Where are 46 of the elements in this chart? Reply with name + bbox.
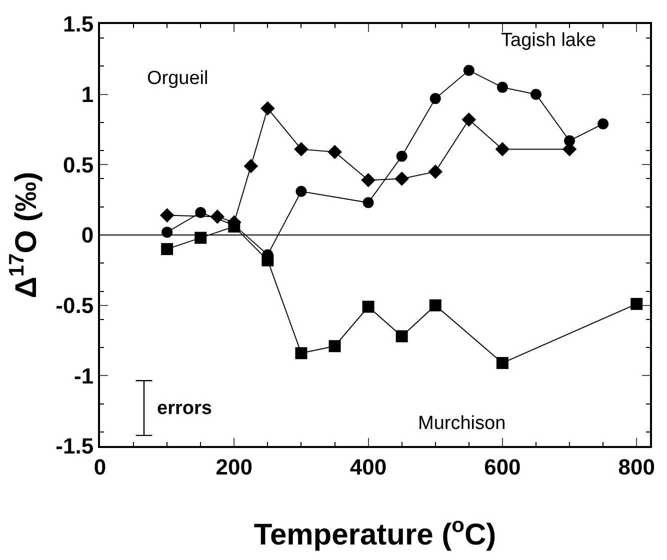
point — [394, 172, 409, 186]
point — [430, 93, 441, 104]
annotation: errors — [157, 398, 212, 419]
point — [160, 208, 174, 222]
point — [328, 144, 342, 160]
point — [194, 232, 207, 244]
y-tick-label: 1 — [81, 82, 94, 108]
point — [362, 300, 374, 313]
text: Murchison — [418, 413, 506, 434]
point — [244, 158, 258, 174]
y-tick-label: -1 — [74, 363, 94, 388]
point — [496, 357, 508, 370]
point — [361, 172, 376, 188]
y-tick-label: -1.5 — [56, 434, 94, 459]
x-tick-label: 800 — [618, 454, 655, 480]
point — [328, 340, 341, 352]
x-tick-label: 400 — [350, 454, 387, 480]
point — [428, 164, 443, 179]
x-tick-label: 200 — [216, 454, 253, 480]
point — [260, 101, 275, 116]
point — [296, 186, 307, 197]
point — [362, 197, 374, 208]
y-tick-label: 0 — [81, 222, 94, 248]
y-tick-label: 1.5 — [63, 12, 94, 37]
point — [598, 118, 609, 130]
x-tick-label: 600 — [484, 454, 521, 480]
point — [630, 298, 643, 310]
point — [295, 347, 308, 360]
y-tick-label: -0.5 — [56, 293, 94, 318]
point — [496, 82, 508, 93]
point — [396, 330, 408, 342]
point — [161, 243, 174, 256]
point — [429, 299, 442, 312]
point — [462, 112, 476, 127]
point — [530, 88, 542, 100]
series-label: Tagish lake — [501, 30, 596, 51]
point — [463, 64, 474, 76]
point — [195, 206, 206, 218]
point — [294, 142, 308, 156]
point — [396, 150, 408, 162]
y-tick-label: 0.5 — [63, 152, 94, 178]
point — [262, 254, 274, 266]
text: Orgueil — [147, 68, 208, 89]
point — [495, 142, 510, 156]
x-axis-title: Temperature ($^{o}$C) — [254, 514, 496, 552]
point — [564, 135, 576, 146]
